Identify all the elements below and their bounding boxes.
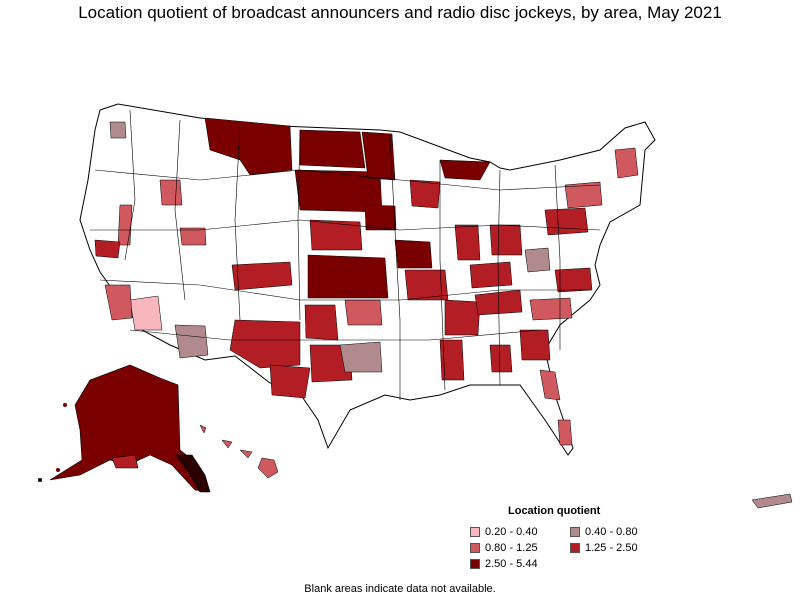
- utah-area: [179, 227, 207, 246]
- kentucky-area: [469, 261, 513, 289]
- aleutian-island: [38, 478, 42, 482]
- michigan-upper-area: [439, 159, 491, 181]
- kansas-area: [307, 254, 389, 299]
- oklahoma-area: [344, 299, 383, 326]
- nebraska-east-area: [364, 204, 397, 231]
- hawaii-island: [221, 439, 233, 449]
- legend-item: 0.80 - 1.25: [470, 541, 570, 555]
- north-carolina-area: [529, 297, 573, 321]
- alaska-outline: [49, 364, 209, 493]
- alaska-southwest-area: [111, 454, 139, 469]
- iowa-area: [394, 239, 433, 269]
- legend-label: 1.25 - 2.50: [585, 542, 638, 554]
- new-england-area: [614, 147, 639, 179]
- map-title: Location quotient of broadcast announcer…: [78, 3, 722, 22]
- legend-title: Location quotient: [508, 505, 601, 517]
- hawaii-island: [239, 449, 253, 459]
- texas-panhandle-area: [304, 304, 339, 341]
- legend-label: 2.50 - 5.44: [485, 558, 538, 570]
- map-legend: Location quotient 0.20 - 0.40 0.40 - 0.8…: [470, 505, 670, 571]
- hawaii-big-island: [257, 457, 279, 479]
- nebraska-area: [309, 219, 363, 251]
- legend-label: 0.40 - 0.80: [585, 526, 638, 538]
- pennsylvania-area: [544, 207, 589, 236]
- aleutian-island: [63, 403, 67, 407]
- indiana-area: [454, 224, 481, 261]
- legend-item: 2.50 - 5.44: [470, 557, 570, 571]
- legend-swatch: [470, 559, 480, 569]
- aleutian-island: [56, 468, 60, 472]
- colorado-area: [231, 261, 293, 291]
- west-virginia-area: [524, 247, 551, 273]
- legend-label: 0.20 - 0.40: [485, 526, 538, 538]
- virginia-area: [554, 267, 593, 293]
- area-boundaries: [90, 109, 601, 400]
- north-dakota-area: [299, 129, 366, 169]
- california-south-area: [104, 284, 133, 321]
- florida-area: [539, 369, 561, 401]
- florida-south-area: [557, 419, 573, 446]
- legend-swatch: [470, 543, 480, 553]
- footnote: Blank areas indicate data not available.: [304, 583, 496, 595]
- arizona-low-quotient-area: [129, 295, 163, 331]
- texas-west-area: [269, 364, 311, 399]
- texas-east-area: [339, 341, 383, 373]
- legend-swatch: [570, 527, 580, 537]
- minnesota-area: [361, 131, 396, 181]
- nevada-area: [117, 204, 133, 246]
- new-york-area: [564, 181, 603, 209]
- arizona-south-area: [174, 324, 209, 359]
- ohio-area: [489, 224, 523, 256]
- alabama-area: [489, 344, 513, 373]
- idaho-area: [159, 179, 183, 206]
- wisconsin-area: [409, 179, 441, 209]
- california-north-area: [94, 239, 121, 259]
- alaska-southeast: [175, 454, 211, 493]
- legend-swatch: [570, 543, 580, 553]
- arkansas-area: [444, 299, 481, 336]
- hawaii-island: [199, 424, 207, 434]
- legend-item: 1.25 - 2.50: [570, 541, 670, 555]
- legend-item: 0.40 - 0.80: [570, 525, 670, 539]
- legend-label: 0.80 - 1.25: [485, 542, 538, 554]
- puerto-rico: [751, 493, 793, 509]
- legend-item: 0.20 - 0.40: [470, 525, 570, 539]
- washington-area: [109, 121, 127, 139]
- georgia-area: [519, 329, 551, 361]
- legend-swatch: [470, 527, 480, 537]
- mississippi-area: [439, 339, 465, 381]
